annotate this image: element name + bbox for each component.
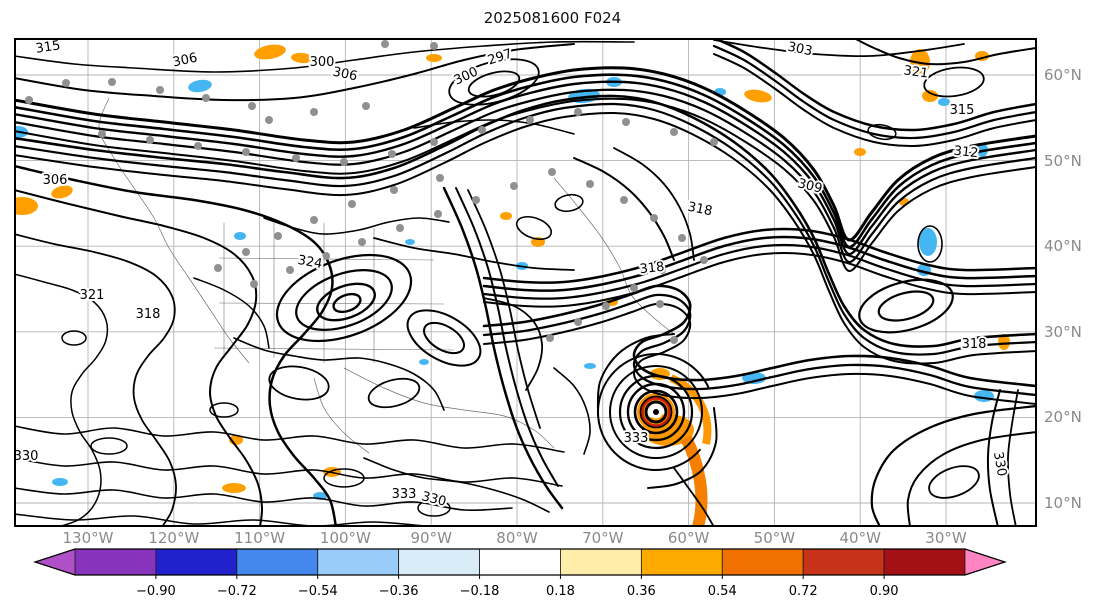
contour-label: 306 (43, 173, 68, 188)
lat-tick-label: 30°N (1044, 322, 1082, 341)
contour-label: 330 (990, 451, 1009, 478)
cyclone-rings (597, 353, 715, 471)
contour-label: 318 (686, 200, 713, 220)
map-frame (14, 38, 1037, 527)
station-dots (25, 40, 718, 344)
contour-label: 300 (452, 64, 481, 88)
contour-label: 333 (392, 487, 417, 502)
contour-label: 306 (171, 51, 198, 71)
contour-label: 324 (296, 253, 323, 272)
lon-tick-label: 120°W (148, 529, 200, 547)
lon-tick-label: 90°W (410, 529, 452, 547)
colorbar-tick-label: 0.72 (789, 584, 818, 599)
colorbar-segment (74, 548, 157, 576)
contour-label: 330 (14, 449, 38, 464)
lon-tick-label: 130°W (62, 529, 114, 547)
colorbar-tick-label: 0.90 (870, 584, 899, 599)
colorbar-segment (317, 548, 400, 576)
contour-label: 330 (420, 489, 448, 510)
colorbar-segment (802, 548, 885, 576)
colorbar-tick-label: −0.18 (460, 584, 500, 599)
lat-tick-label: 20°N (1044, 408, 1082, 427)
lon-tick-label: 30°W (925, 529, 967, 547)
colorbar-tick-label: −0.90 (136, 584, 176, 599)
colorbar-tick-label: −0.72 (217, 584, 257, 599)
colorbar-tick-label: −0.54 (298, 584, 338, 599)
contour-label: 333 (624, 431, 649, 446)
lon-tick-label: 60°W (667, 529, 710, 547)
colorbar-segment (155, 548, 238, 576)
colorbar-tick-label: −0.36 (379, 584, 419, 599)
lat-tick-label: 10°N (1044, 494, 1082, 512)
lon-tick-label: 80°W (496, 529, 538, 547)
chart-title: 2025081600 F024 (483, 9, 622, 27)
lon-tick-label: 70°W (582, 529, 624, 547)
contour-label: 312 (953, 144, 979, 162)
colorbar-arrow-left (33, 548, 76, 576)
colorbar-segment (640, 548, 723, 576)
contour-lines (14, 38, 1037, 527)
colorbar-segment (883, 548, 966, 576)
contour-label: 321 (903, 63, 930, 81)
contour-label: 297 (486, 47, 514, 69)
contour-label: 315 (950, 103, 975, 118)
contour-label: 303 (786, 40, 813, 60)
contour-label: 318 (136, 307, 161, 322)
lat-tick-label: 40°N (1044, 237, 1082, 256)
contour-label: 318 (639, 260, 665, 278)
colorbar-tick-label: 0.18 (546, 584, 575, 599)
lon-tick-label: 50°W (753, 529, 796, 547)
colorbar-segment (479, 548, 561, 576)
lon-tick-label: 110°W (234, 529, 286, 547)
contour-label: 300 (310, 55, 335, 70)
contour-label: 318 (962, 337, 987, 352)
contour-label: 315 (35, 38, 62, 56)
colorbar: −0.90 −0.72 −0.54 −0.36 −0.18 0.18 0.36 0.54 0.7… (33, 548, 1007, 599)
contour-label: 306 (331, 65, 358, 85)
lat-tick-label: 50°N (1044, 151, 1082, 170)
contour-label: 321 (80, 288, 105, 303)
colorbar-segment (398, 548, 480, 576)
colorbar-tick-label: 0.54 (708, 584, 737, 599)
lon-tick-label: 40°W (839, 529, 881, 547)
colorbar-segment (236, 548, 319, 576)
lat-tick-label: 60°N (1044, 66, 1082, 84)
colorbar-outline (33, 548, 1007, 576)
colorbar-arrow-right (964, 548, 1007, 576)
colorbar-segment (721, 548, 804, 576)
colorbar-tick-label: 0.36 (627, 584, 656, 599)
lon-tick-label: 100°W (319, 529, 371, 547)
colorbar-segment (560, 548, 642, 576)
